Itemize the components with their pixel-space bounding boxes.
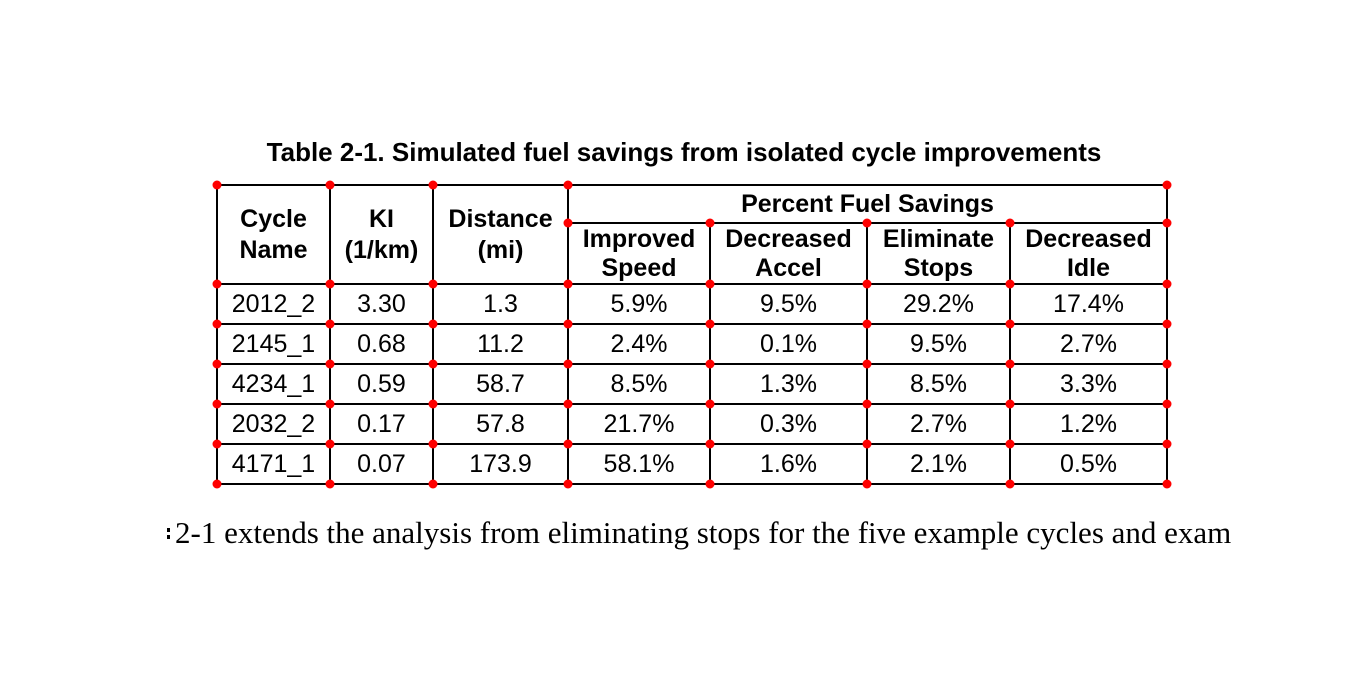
cell-decreased-accel: 0.3% — [709, 403, 868, 445]
table-row: 2032_2 0.17 57.8 21.7% 0.3% 2.7% 1.2% — [216, 403, 1168, 445]
cell-distance: 1.3 — [432, 283, 569, 325]
table-caption: Table 2-1. Simulated fuel savings from i… — [266, 137, 1102, 167]
cell-decreased-idle: 17.4% — [1009, 283, 1168, 325]
cell-improved-speed: 58.1% — [567, 443, 711, 485]
cell-decreased-idle: 1.2% — [1009, 403, 1168, 445]
cell-improved-speed: 21.7% — [567, 403, 711, 445]
cell-eliminate-stops: 29.2% — [866, 283, 1011, 325]
cell-cycle-name: 4234_1 — [216, 363, 331, 405]
fuel-savings-table: Cycle Name KI (1/km) Distance (mi) Perce… — [216, 184, 1168, 485]
cell-distance: 57.8 — [432, 403, 569, 445]
cell-decreased-accel: 1.6% — [709, 443, 868, 485]
cell-cycle-name: 2145_1 — [216, 323, 331, 365]
cell-distance: 58.7 — [432, 363, 569, 405]
col-header-improved-speed: Improved Speed — [567, 222, 711, 285]
cell-decreased-idle: 2.7% — [1009, 323, 1168, 365]
cell-ki: 0.59 — [329, 363, 434, 405]
cell-decreased-accel: 1.3% — [709, 363, 868, 405]
cell-decreased-accel: 9.5% — [709, 283, 868, 325]
table-row: 2012_2 3.30 1.3 5.9% 9.5% 29.2% 17.4% — [216, 283, 1168, 325]
cell-improved-speed: 5.9% — [567, 283, 711, 325]
col-header-decreased-idle: Decreased Idle — [1009, 222, 1168, 285]
cell-eliminate-stops: 2.1% — [866, 443, 1011, 485]
cell-cycle-name: 4171_1 — [216, 443, 331, 485]
table-row: 4234_1 0.59 58.7 8.5% 1.3% 8.5% 3.3% — [216, 363, 1168, 405]
cell-ki: 0.68 — [329, 323, 434, 365]
col-header-group-percent-fuel-savings: Percent Fuel Savings — [567, 184, 1168, 224]
col-header-distance: Distance (mi) — [432, 184, 569, 285]
cell-ki: 0.17 — [329, 403, 434, 445]
col-header-cycle-name: Cycle Name — [216, 184, 331, 285]
cell-distance: 11.2 — [432, 323, 569, 365]
table-header-row-2: Improved Speed Decreased Accel Eliminate… — [217, 222, 1168, 285]
clipped-text-fragment — [167, 528, 170, 539]
cell-cycle-name: 2032_2 — [216, 403, 331, 445]
cell-ki: 0.07 — [329, 443, 434, 485]
col-header-decreased-accel: Decreased Accel — [709, 222, 868, 285]
cell-eliminate-stops: 8.5% — [866, 363, 1011, 405]
cell-distance: 173.9 — [432, 443, 569, 485]
table-row: 4171_1 0.07 173.9 58.1% 1.6% 2.1% 0.5% — [216, 443, 1168, 485]
cell-eliminate-stops: 9.5% — [866, 323, 1011, 365]
cell-cycle-name: 2012_2 — [216, 283, 331, 325]
cell-improved-speed: 2.4% — [567, 323, 711, 365]
cell-ki: 3.30 — [329, 283, 434, 325]
col-header-eliminate-stops: Eliminate Stops — [866, 222, 1011, 285]
body-paragraph: 2-1 extends the analysis from eliminatin… — [175, 515, 1232, 550]
table-row: 2145_1 0.68 11.2 2.4% 0.1% 9.5% 2.7% — [216, 323, 1168, 365]
cell-improved-speed: 8.5% — [567, 363, 711, 405]
table-header-row-1: Cycle Name KI (1/km) Distance (mi) Perce… — [216, 184, 1168, 285]
cell-decreased-accel: 0.1% — [709, 323, 868, 365]
col-header-ki: KI (1/km) — [329, 184, 434, 285]
cell-eliminate-stops: 2.7% — [866, 403, 1011, 445]
cell-decreased-idle: 0.5% — [1009, 443, 1168, 485]
cell-decreased-idle: 3.3% — [1009, 363, 1168, 405]
